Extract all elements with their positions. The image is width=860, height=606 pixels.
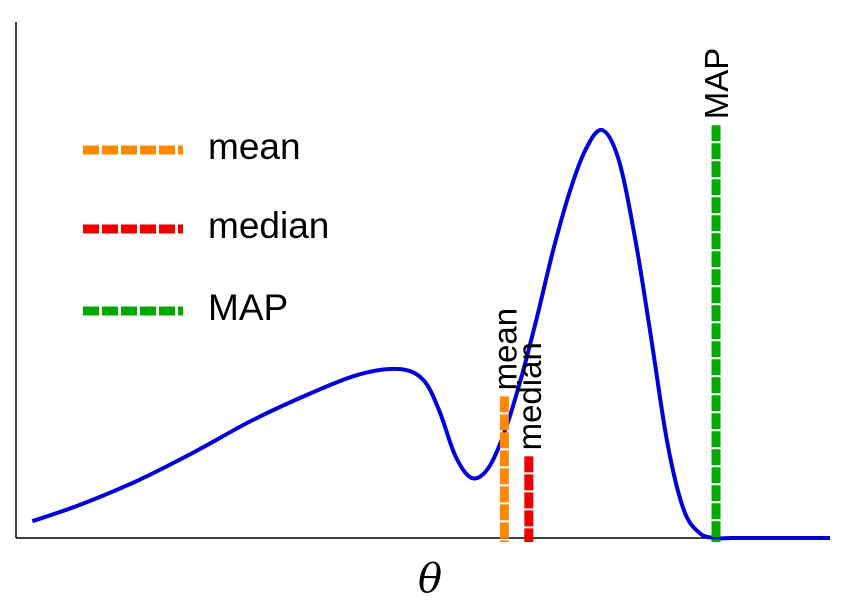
legend-item-map: MAP [83, 287, 288, 328]
legend-label-map: MAP [208, 287, 288, 328]
legend-label-mean: mean [208, 126, 301, 167]
legend-label-median: median [208, 205, 329, 246]
density-curve-layer [31, 127, 830, 541]
marker-label-median: median [511, 342, 548, 450]
x-axis-label: θ [418, 556, 442, 602]
marker-label-mean: mean [486, 308, 523, 391]
density-curve-0 [31, 127, 830, 541]
legend: mean median MAP [83, 126, 329, 328]
marker-label-map: MAP [698, 48, 735, 120]
legend-item-mean: mean [83, 126, 301, 167]
axes [15, 22, 830, 539]
legend-item-median: median [83, 205, 329, 246]
